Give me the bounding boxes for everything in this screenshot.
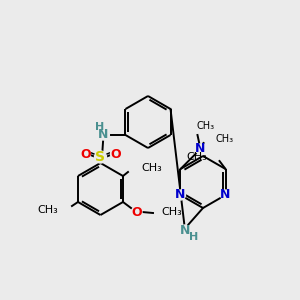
Text: H: H (95, 122, 104, 132)
Text: CH₃: CH₃ (141, 163, 162, 173)
Text: CH₃: CH₃ (161, 207, 182, 217)
Text: S: S (95, 150, 106, 164)
Text: CH₃: CH₃ (187, 152, 208, 162)
Circle shape (180, 225, 190, 235)
Text: H: H (189, 232, 199, 242)
Text: CH₃: CH₃ (196, 121, 214, 131)
Text: N: N (175, 188, 186, 202)
Text: CH₃: CH₃ (215, 134, 234, 144)
Circle shape (132, 207, 142, 217)
Text: O: O (110, 148, 121, 160)
Circle shape (196, 144, 206, 154)
Circle shape (176, 190, 185, 200)
Text: O: O (80, 148, 91, 160)
Text: N: N (195, 142, 206, 155)
Text: CH₃: CH₃ (37, 205, 58, 215)
Text: O: O (132, 206, 142, 218)
Text: N: N (180, 224, 190, 236)
Text: N: N (220, 188, 231, 202)
Text: N: N (98, 128, 109, 142)
Circle shape (220, 190, 230, 200)
Circle shape (94, 151, 106, 163)
Circle shape (80, 149, 91, 159)
Circle shape (110, 149, 121, 159)
Circle shape (98, 130, 109, 140)
